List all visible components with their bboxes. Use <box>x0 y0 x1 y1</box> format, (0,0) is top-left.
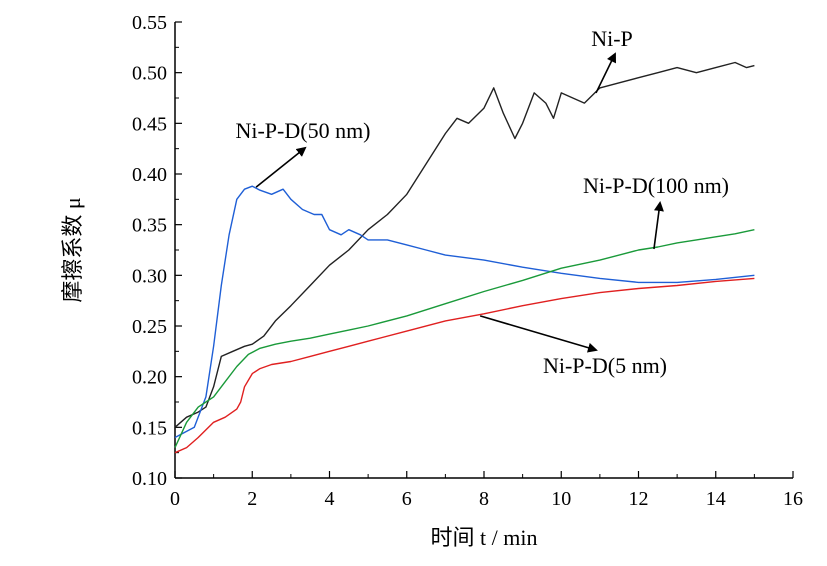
y-ticks: 0.10 0.15 0.20 0.25 0.30 0.35 0.40 0.45 0.50 0.55 <box>132 12 182 490</box>
y-tick-label: 0.50 <box>132 63 167 85</box>
x-ticks: 0 2 4 6 8 10 12 14 16 <box>170 471 803 510</box>
y-tick-label: 0.25 <box>132 316 167 338</box>
x-tick-label: 2 <box>247 488 257 510</box>
series-line-ni-p-d-5-nm <box>174 277 755 454</box>
series-line-ni-p-d-50-nm <box>174 185 755 439</box>
x-tick-label: 16 <box>783 488 803 510</box>
series-line-ni-p-d-100-nm <box>174 229 755 448</box>
x-tick-label: 10 <box>551 488 571 510</box>
y-tick-label: 0.45 <box>132 113 167 135</box>
x-tick-label: 6 <box>402 488 412 510</box>
y-tick-label: 0.15 <box>132 417 167 439</box>
annotation-label: Ni-P <box>591 26 633 51</box>
x-tick-label: 12 <box>629 488 649 510</box>
annotation-arrow <box>595 52 616 94</box>
x-tick-label: 4 <box>325 488 335 510</box>
x-axis-title: 时间 t / min <box>431 525 538 550</box>
x-tick-label: 8 <box>479 488 489 510</box>
y-tick-label: 0.40 <box>132 164 167 186</box>
annotation-label: Ni-P-D(50 nm) <box>235 118 370 143</box>
annotation-label: Ni-P-D(100 nm) <box>583 173 729 198</box>
y-tick-label: 0.35 <box>132 215 167 237</box>
annotation-arrow <box>479 315 598 353</box>
annotation-arrow <box>255 146 307 188</box>
y-axis-title: 摩擦系数 μ <box>60 197 85 302</box>
y-tick-label: 0.55 <box>132 12 167 34</box>
y-tick-label: 0.20 <box>132 367 167 389</box>
x-tick-label: 14 <box>706 488 726 510</box>
series-lines <box>174 61 755 454</box>
series-line-ni-p <box>174 61 755 428</box>
annotation-arrow <box>653 201 664 250</box>
annotations: Ni-P Ni-P-D(50 nm) Ni-P-D(100 nm) Ni-P-D(5 … <box>235 26 729 378</box>
y-tick-label: 0.30 <box>132 265 167 287</box>
y-tick-label: 0.10 <box>132 468 167 490</box>
x-tick-label: 0 <box>170 488 180 510</box>
annotation-label: Ni-P-D(5 nm) <box>543 353 667 378</box>
